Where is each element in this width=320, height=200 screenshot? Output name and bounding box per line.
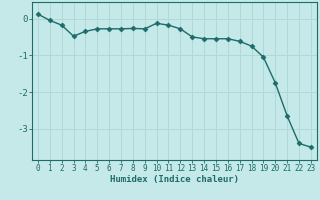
X-axis label: Humidex (Indice chaleur): Humidex (Indice chaleur) <box>110 175 239 184</box>
